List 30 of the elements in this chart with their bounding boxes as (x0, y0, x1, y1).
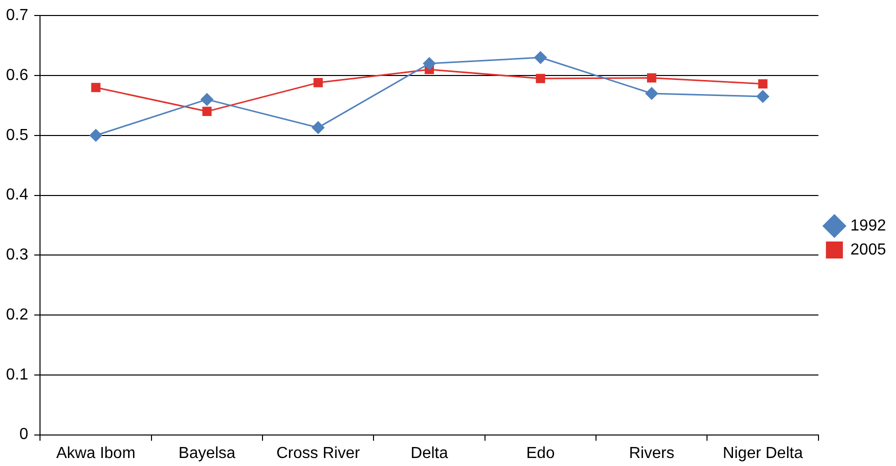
point (423, 57, 436, 70)
y-tick-label: 0.2 (6, 306, 28, 324)
y-tick-label: 0.3 (6, 246, 28, 264)
x-tick-label: Cross River (276, 444, 361, 462)
x-tick-label: Akwa Ibom (56, 444, 136, 462)
x-tick-label: Delta (410, 444, 448, 462)
y-tick-label: 0.7 (6, 7, 28, 24)
point (536, 74, 546, 84)
x-tick-label: Edo (526, 444, 555, 462)
point (202, 106, 212, 116)
x-tick-label: Rivers (628, 444, 674, 462)
x-tick-label: Bayelsa (178, 444, 236, 462)
x-tick-label: Niger Delta (722, 444, 803, 462)
point (91, 82, 100, 92)
y-tick-label: 0 (19, 426, 28, 444)
y-tick-label: 0.1 (6, 366, 28, 384)
point (758, 79, 768, 89)
legend-label: 2005 (850, 241, 886, 258)
point (756, 90, 770, 103)
point (647, 73, 656, 83)
point (200, 93, 214, 106)
legend-label: 1992 (850, 217, 886, 234)
y-tick-label: 0.5 (6, 126, 28, 144)
point (314, 78, 323, 88)
point (312, 121, 324, 134)
point (645, 87, 658, 100)
y-tick-label: 0.4 (6, 186, 28, 204)
point (90, 129, 102, 142)
point (534, 51, 547, 64)
y-tick-label: 0.6 (6, 66, 28, 84)
